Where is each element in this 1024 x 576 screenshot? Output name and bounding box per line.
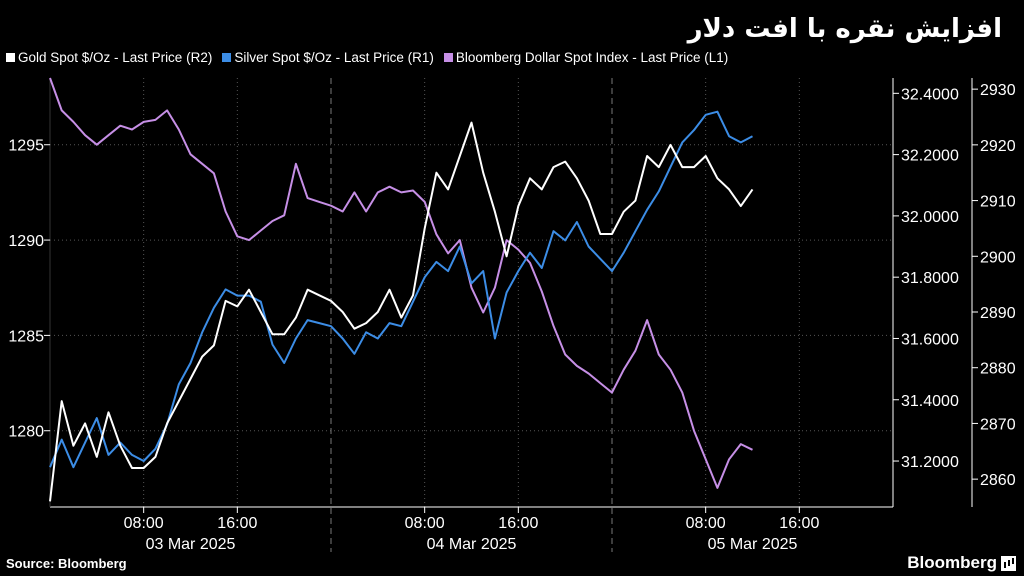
x-tick-label: 08:00 [405, 515, 445, 532]
x-tick-label: 08:00 [124, 515, 164, 532]
r1-tick-label: 31.8000 [901, 270, 959, 287]
bloomberg-terminal-icon [1001, 555, 1016, 571]
r1-tick-label: 31.4000 [901, 393, 959, 410]
l1-tick-label: 1290 [8, 233, 44, 250]
source-note: Source: Bloomberg [6, 556, 127, 571]
silver-price-line [49, 110, 753, 469]
r1-tick-label: 32.4000 [901, 86, 959, 103]
x-tick-label: 16:00 [779, 515, 819, 532]
day-label: 03 Mar 2025 [146, 536, 236, 553]
r2-tick-label: 2910 [980, 194, 1016, 211]
r2-tick-label: 2870 [980, 416, 1016, 433]
l1-tick-label: 1295 [8, 138, 44, 155]
legend-item-gold: Gold Spot $/Oz - Last Price (R2) [6, 50, 212, 65]
dollar-index-line [49, 77, 753, 489]
r1-tick-label: 32.0000 [901, 209, 959, 226]
brand-name: Bloomberg [907, 553, 997, 572]
legend: Gold Spot $/Oz - Last Price (R2) Silver … [6, 50, 728, 65]
brand-logo: Bloomberg [907, 553, 1016, 573]
l1-tick-label: 1280 [8, 424, 44, 441]
legend-label-dollar: Bloomberg Dollar Spot Index - Last Price… [455, 50, 729, 65]
x-tick-label: 08:00 [686, 515, 726, 532]
r2-tick-label: 2930 [980, 82, 1016, 99]
legend-swatch-silver [222, 53, 232, 62]
l1-tick-label: 1285 [8, 328, 44, 345]
legend-item-dollar: Bloomberg Dollar Spot Index - Last Price… [443, 50, 729, 65]
chart-title: افزایش نقره با افت دلار [687, 14, 1002, 44]
r2-tick-label: 2920 [980, 138, 1016, 155]
legend-label-gold: Gold Spot $/Oz - Last Price (R2) [18, 50, 213, 65]
day-label: 04 Mar 2025 [427, 536, 517, 553]
legend-label-silver: Silver Spot $/Oz - Last Price (R1) [234, 50, 434, 65]
r2-tick-label: 2880 [980, 361, 1016, 378]
r1-tick-label: 32.2000 [901, 148, 959, 165]
legend-swatch-dollar [443, 53, 453, 62]
r2-tick-label: 2860 [980, 472, 1016, 489]
legend-item-silver: Silver Spot $/Oz - Last Price (R1) [222, 50, 434, 65]
gold-price-line [49, 121, 754, 502]
legend-swatch-gold [6, 53, 15, 62]
r2-tick-label: 2890 [980, 305, 1016, 322]
r1-tick-label: 31.2000 [901, 454, 959, 471]
x-tick-label: 16:00 [217, 515, 257, 532]
r1-tick-label: 31.6000 [901, 331, 959, 348]
day-label: 05 Mar 2025 [708, 536, 798, 553]
x-tick-label: 16:00 [498, 515, 538, 532]
r2-tick-label: 2900 [980, 249, 1016, 266]
